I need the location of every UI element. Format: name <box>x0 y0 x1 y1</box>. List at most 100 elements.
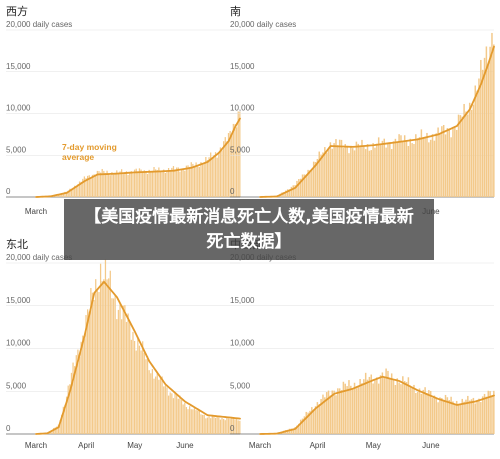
daily-cases-bar <box>95 279 97 434</box>
daily-cases-bar <box>179 395 181 434</box>
daily-cases-bar <box>150 373 152 434</box>
daily-cases-bar <box>298 179 300 197</box>
daily-cases-bar <box>226 417 228 434</box>
daily-cases-bar <box>402 141 404 197</box>
daily-cases-bar <box>176 394 178 434</box>
region-title: 西方 <box>6 4 28 18</box>
daily-cases-bar <box>74 185 76 197</box>
daily-cases-bar <box>457 114 460 197</box>
daily-cases-bar <box>337 388 339 434</box>
daily-cases-bar <box>95 175 97 197</box>
daily-cases-bar <box>389 378 391 434</box>
daily-cases-bar <box>138 168 141 197</box>
daily-cases-bar <box>424 137 426 197</box>
daily-cases-bar <box>428 390 430 434</box>
daily-cases-bar <box>485 396 488 434</box>
daily-cases-bar <box>59 420 61 434</box>
daily-cases-bar <box>208 157 210 197</box>
banner-text: 【美国疫情最新消息死亡人数,美国疫情最新死亡数据】 <box>84 206 414 252</box>
x-tick-label: March <box>249 441 271 450</box>
daily-cases-bar <box>198 167 200 197</box>
daily-cases-bar <box>146 356 149 434</box>
daily-cases-bar <box>176 167 178 197</box>
daily-cases-bar <box>205 418 207 434</box>
daily-cases-bar <box>303 416 306 434</box>
daily-cases-bar <box>213 155 215 197</box>
daily-cases-bar <box>366 379 369 434</box>
daily-cases-bar <box>101 281 103 434</box>
daily-cases-bar <box>405 382 408 434</box>
daily-cases-bar <box>324 397 326 434</box>
daily-cases-bar <box>153 378 155 434</box>
daily-cases-bar <box>61 414 63 434</box>
daily-cases-bar <box>64 404 66 434</box>
daily-cases-bar <box>187 165 189 197</box>
daily-cases-bar <box>333 143 335 197</box>
daily-cases-bar <box>234 419 236 434</box>
daily-cases-bar <box>151 369 154 434</box>
daily-cases-bar <box>374 379 376 434</box>
daily-cases-bar <box>331 390 333 434</box>
daily-cases-bar <box>415 134 417 197</box>
daily-cases-bar <box>344 383 346 434</box>
daily-cases-bar <box>205 156 207 197</box>
daily-cases-bar <box>424 387 426 434</box>
daily-cases-bar <box>441 126 443 197</box>
daily-cases-bar <box>348 153 350 197</box>
daily-cases-bar <box>483 393 486 434</box>
daily-cases-bar <box>223 418 225 434</box>
daily-cases-bar <box>409 385 411 434</box>
daily-cases-bar <box>218 417 220 434</box>
y-tick-label: 10,000 <box>230 104 255 113</box>
daily-cases-bar <box>184 170 186 197</box>
daily-cases-bar <box>455 400 458 434</box>
daily-cases-bar <box>361 383 363 434</box>
daily-cases-bar <box>476 90 478 197</box>
daily-cases-bar <box>132 173 134 197</box>
daily-cases-bar <box>489 46 491 198</box>
daily-cases-bar <box>221 150 223 197</box>
daily-cases-bar <box>327 390 330 434</box>
daily-cases-bar <box>480 402 482 434</box>
daily-cases-bar <box>307 169 309 197</box>
daily-cases-bar <box>468 400 471 434</box>
daily-cases-bar <box>164 385 166 434</box>
daily-cases-bar <box>112 298 115 434</box>
daily-cases-bar <box>314 162 317 197</box>
daily-cases-bar <box>69 384 71 434</box>
daily-cases-bar <box>158 379 160 434</box>
daily-cases-bar <box>98 171 100 197</box>
daily-cases-bar <box>80 181 82 197</box>
daily-cases-bar <box>198 409 200 434</box>
daily-cases-bar <box>192 163 194 197</box>
daily-cases-bar <box>82 178 84 197</box>
y-tick-label: 15,000 <box>6 62 31 71</box>
daily-cases-bar <box>189 166 191 197</box>
daily-cases-bar <box>195 410 197 434</box>
daily-cases-bar <box>216 157 218 197</box>
daily-cases-bar <box>407 145 410 197</box>
daily-cases-bar <box>67 190 69 197</box>
daily-cases-bar <box>82 335 84 434</box>
daily-cases-bar <box>130 339 132 434</box>
daily-cases-bar <box>87 175 89 197</box>
daily-cases-bar <box>426 132 428 197</box>
daily-cases-bar <box>285 190 287 197</box>
daily-cases-bar <box>211 416 213 434</box>
daily-cases-bar <box>161 376 163 434</box>
daily-cases-bar <box>138 345 141 434</box>
y-tick-label: 5,000 <box>230 145 251 154</box>
daily-cases-bar <box>119 304 121 434</box>
daily-cases-bar <box>223 141 225 197</box>
daily-cases-bar <box>125 171 128 197</box>
y-tick-label: 20,000 daily cases <box>230 20 296 29</box>
daily-cases-bar <box>185 407 188 434</box>
daily-cases-bar <box>179 171 181 197</box>
daily-cases-bar <box>239 111 241 197</box>
daily-cases-bar <box>164 173 166 197</box>
daily-cases-bar <box>459 115 462 197</box>
daily-cases-bar <box>143 352 145 434</box>
region-title: 东北 <box>6 238 28 251</box>
daily-cases-bar <box>75 355 77 434</box>
